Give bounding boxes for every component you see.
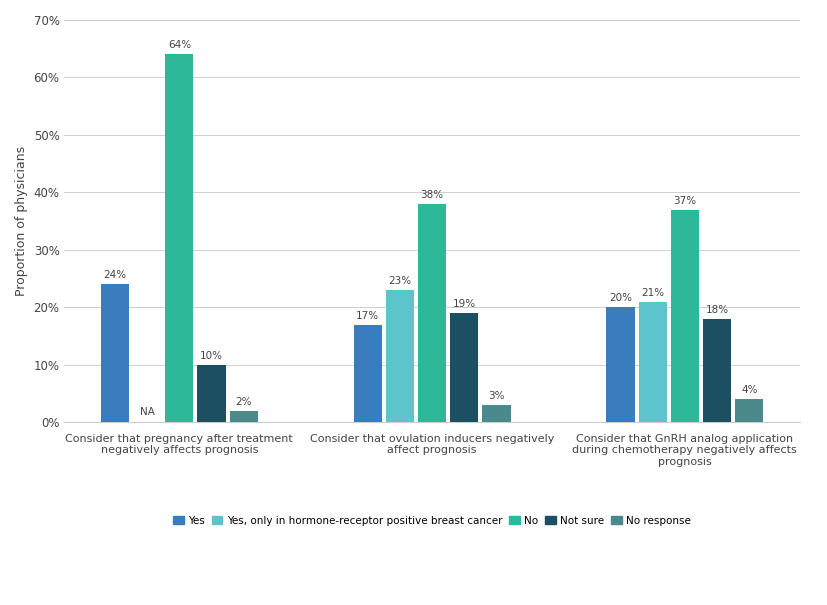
Bar (671, 210, 699, 422)
Text: 3%: 3% (488, 391, 504, 401)
Bar (198, 365, 226, 422)
Text: 17%: 17% (356, 310, 380, 321)
Text: 37%: 37% (673, 195, 696, 206)
Bar (606, 307, 634, 422)
Bar (482, 405, 510, 422)
Bar (101, 284, 129, 422)
Text: NA: NA (140, 407, 155, 417)
Bar (418, 204, 447, 422)
Bar (703, 319, 731, 422)
Y-axis label: Proportion of physicians: Proportion of physicians (15, 146, 28, 296)
Bar (385, 290, 414, 422)
Bar (638, 302, 667, 422)
Bar (165, 54, 194, 422)
Text: 64%: 64% (168, 41, 191, 50)
Bar (735, 399, 763, 422)
Text: 2%: 2% (236, 397, 252, 407)
Text: 20%: 20% (609, 293, 632, 304)
Text: 10%: 10% (200, 351, 223, 361)
Bar (354, 325, 382, 422)
Text: 38%: 38% (421, 190, 443, 200)
Text: 23%: 23% (389, 276, 412, 286)
Text: 21%: 21% (641, 287, 664, 298)
Text: 19%: 19% (452, 299, 476, 309)
Text: 18%: 18% (705, 305, 729, 315)
Legend: Yes, Yes, only in hormone-receptor positive breast cancer, No, Not sure, No resp: Yes, Yes, only in hormone-receptor posit… (170, 512, 695, 530)
Text: 4%: 4% (741, 385, 758, 396)
Text: 24%: 24% (103, 270, 127, 281)
Bar (230, 411, 258, 422)
Bar (450, 313, 479, 422)
